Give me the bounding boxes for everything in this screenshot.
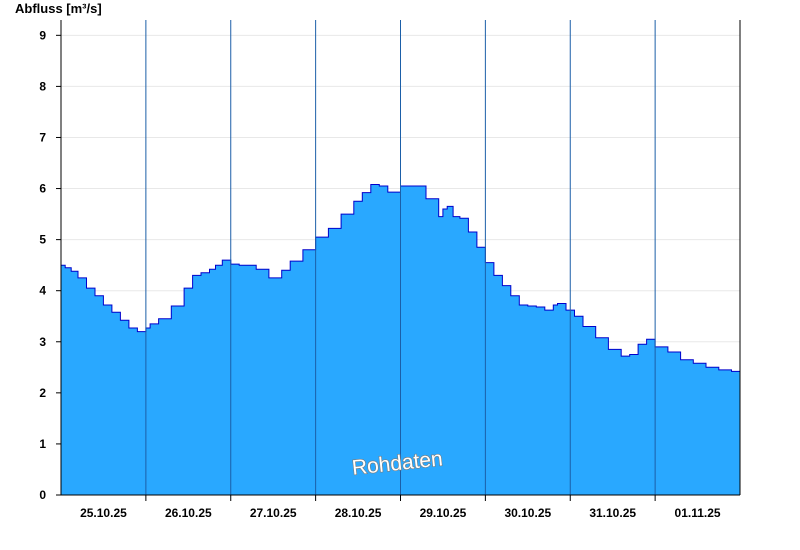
y-tick-label: 9 xyxy=(39,28,46,42)
x-tick-label: 31.10.25 xyxy=(589,506,636,520)
y-tick-label: 3 xyxy=(39,335,46,349)
x-tick-label: 29.10.25 xyxy=(420,506,467,520)
x-tick-label: 30.10.25 xyxy=(504,506,551,520)
day-separator-lines xyxy=(145,20,656,495)
x-tick-label: 25.10.25 xyxy=(80,506,127,520)
y-tick-label: 4 xyxy=(39,284,46,298)
x-tick-label: 28.10.25 xyxy=(335,506,382,520)
y-tick-label: 1 xyxy=(39,437,46,451)
y-tick-label: 0 xyxy=(39,488,46,502)
y-tick-label: 7 xyxy=(39,130,46,144)
y-axis-label: Abfluss [m³/s] xyxy=(15,1,102,16)
y-tick-label: 5 xyxy=(39,233,46,247)
y-ticks: 0 1 2 3 4 5 6 7 8 9 xyxy=(39,28,61,502)
x-ticks: 25.10.25 26.10.25 27.10.25 28.10.25 29.10.25… xyxy=(80,495,721,520)
y-tick-label: 2 xyxy=(39,386,46,400)
x-tick-label: 27.10.25 xyxy=(250,506,297,520)
y-tick-label: 6 xyxy=(39,182,46,196)
x-tick-label: 01.11.25 xyxy=(675,506,721,520)
x-tick-label: 26.10.25 xyxy=(165,506,212,520)
y-tick-label: 8 xyxy=(39,79,46,93)
